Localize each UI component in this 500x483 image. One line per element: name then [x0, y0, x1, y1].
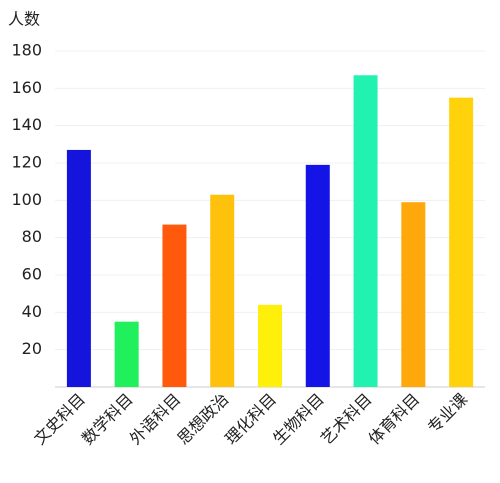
y-tick-label: 160 [11, 78, 42, 97]
bar [258, 304, 282, 387]
y-tick-label: 100 [11, 190, 42, 209]
x-tick-label: 思想政治 [174, 390, 233, 449]
bar [305, 164, 330, 387]
y-tick-label: 20 [22, 339, 42, 358]
y-tick-label: 180 [11, 41, 42, 60]
x-tick-label: 外语科目 [126, 390, 185, 449]
x-tick-label: 理化科目 [221, 390, 280, 449]
x-tick-label: 艺术科目 [317, 390, 376, 449]
y-tick-label: 40 [22, 302, 42, 321]
bar [114, 321, 139, 387]
y-tick-label: 120 [11, 153, 42, 172]
bar [162, 224, 187, 387]
y-tick-label: 140 [11, 115, 42, 134]
bar [353, 75, 378, 388]
y-axis-label: 人数 [8, 10, 40, 29]
bar [449, 97, 474, 388]
bar [66, 149, 91, 387]
bar [401, 202, 426, 387]
bar [210, 194, 235, 387]
x-tick-label: 专业课 [424, 390, 471, 437]
x-tick-label: 生物科目 [269, 390, 328, 449]
x-tick-label: 数学科目 [78, 390, 137, 449]
y-tick-label: 80 [22, 227, 42, 246]
x-tick-label: 文史科目 [30, 390, 89, 449]
y-tick-label: 60 [22, 265, 42, 284]
x-tick-label: 体育科目 [365, 390, 424, 449]
